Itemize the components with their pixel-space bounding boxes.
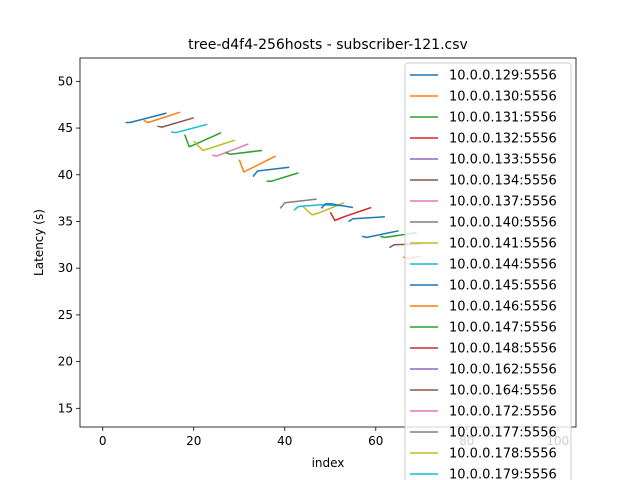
legend-entry-label: 10.0.0.134:5556	[449, 174, 557, 189]
series-line-7	[211, 143, 249, 157]
y-axis-label: Latency (s)	[32, 209, 46, 276]
legend-entry-label: 10.0.0.140:5556	[449, 216, 557, 231]
legend-entry-label: 10.0.0.177:5556	[449, 426, 557, 441]
legend-entry-label: 10.0.0.144:5556	[449, 258, 557, 273]
extra-series-line-3	[348, 216, 385, 223]
legend-entry-label: 10.0.0.179:5556	[449, 468, 557, 480]
y-tick-label: 50	[58, 74, 73, 88]
legend-entry-label: 10.0.0.164:5556	[449, 384, 557, 399]
x-tick-label: 40	[277, 434, 292, 448]
series-line-19	[302, 202, 345, 216]
y-tick-label: 15	[58, 401, 73, 415]
y-tick-label: 45	[58, 121, 73, 135]
legend-entry-label: 10.0.0.129:5556	[449, 69, 557, 84]
series-line-4	[329, 206, 372, 222]
legend-entry-label: 10.0.0.133:5556	[449, 153, 557, 168]
series-line-8	[279, 198, 317, 209]
y-tick-label: 40	[58, 168, 73, 182]
series-line-10	[170, 123, 208, 134]
extra-series-line-4	[361, 230, 399, 239]
series-line-11	[252, 166, 290, 178]
plot-frame	[79, 57, 577, 428]
chart-title: tree-d4f4-256hosts - subscriber-121.csv	[188, 37, 468, 53]
extra-series-line-2	[320, 202, 354, 209]
y-tick-label: 20	[58, 355, 73, 369]
legend-entry-label: 10.0.0.130:5556	[449, 90, 557, 105]
series-line-3	[183, 132, 222, 148]
legend-entry-label: 10.0.0.162:5556	[449, 363, 557, 378]
legend-entry-label: 10.0.0.145:5556	[449, 279, 557, 294]
x-tick-label: 20	[186, 434, 201, 448]
legend-box	[404, 62, 572, 480]
legend-entry-label: 10.0.0.132:5556	[449, 132, 557, 147]
series-line-6	[157, 117, 195, 128]
y-tick-label: 25	[58, 308, 73, 322]
y-axis-ticks: 15 20 25 30 35 40 45 50	[58, 74, 80, 415]
legend-entry-label: 10.0.0.172:5556	[449, 405, 557, 420]
series-line-2	[143, 111, 181, 124]
y-tick-label: 30	[58, 261, 73, 275]
y-tick-label: 35	[58, 214, 73, 228]
x-tick-label: 60	[368, 434, 383, 448]
legend-entry-label: 10.0.0.141:5556	[449, 237, 557, 252]
x-axis-label: index	[312, 456, 345, 470]
extra-series-line-1	[266, 172, 299, 183]
legend-entry-label: 10.0.0.148:5556	[449, 342, 557, 357]
legend-entry-label: 10.0.0.178:5556	[449, 447, 557, 462]
legend-entry-label: 10.0.0.131:5556	[449, 111, 557, 126]
series-line-20	[293, 203, 340, 211]
x-tick-label: 0	[99, 434, 107, 448]
series-line-9	[193, 139, 235, 152]
legend-entry-label: 10.0.0.137:5556	[449, 195, 557, 210]
legend-entry-label: 10.0.0.146:5556	[449, 300, 557, 315]
series-line-12	[238, 155, 277, 173]
legend: 10.0.0.129:5556 10.0.0.130:5556 10.0.0.131…	[404, 62, 572, 480]
legend-entry-label: 10.0.0.147:5556	[449, 321, 557, 336]
plot-area	[125, 111, 422, 260]
series-line-1	[125, 112, 167, 124]
series-line-13	[225, 149, 263, 155]
